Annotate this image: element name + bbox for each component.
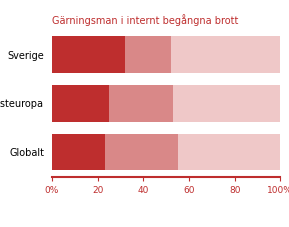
- Text: Gärningsman i internt begångna brott: Gärningsman i internt begångna brott: [52, 14, 238, 26]
- Bar: [171, 36, 280, 73]
- Bar: [105, 134, 177, 170]
- Bar: [177, 134, 280, 170]
- Bar: [173, 85, 280, 122]
- Bar: [52, 134, 105, 170]
- Bar: [52, 36, 125, 73]
- Bar: [52, 85, 109, 122]
- Bar: [125, 36, 171, 73]
- Bar: [109, 85, 173, 122]
